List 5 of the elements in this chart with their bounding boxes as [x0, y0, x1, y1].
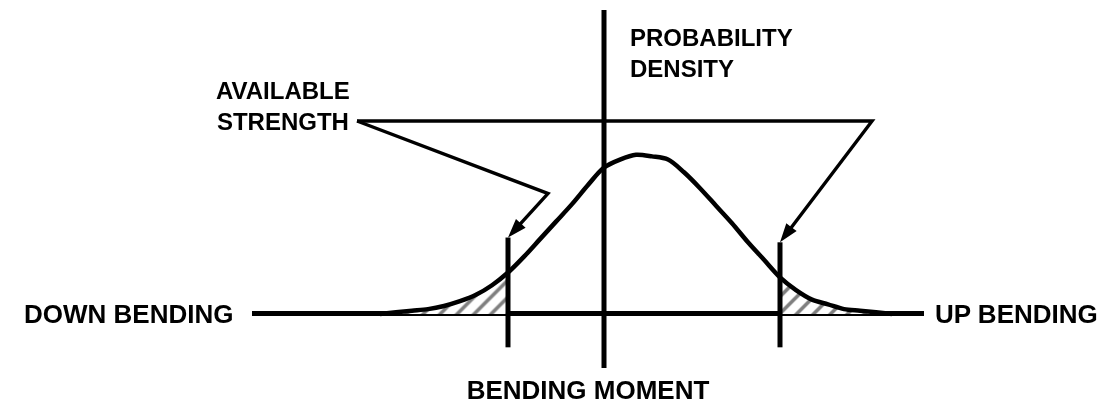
x-axis-title: BENDING MOMENT — [466, 374, 710, 405]
text: DOWN BENDING — [24, 299, 234, 329]
text: AVAILABLE STRENGTH — [216, 77, 350, 136]
y-axis-title: PROBABILITY DENSITY — [630, 24, 793, 83]
text: UP BENDING — [935, 299, 1098, 329]
